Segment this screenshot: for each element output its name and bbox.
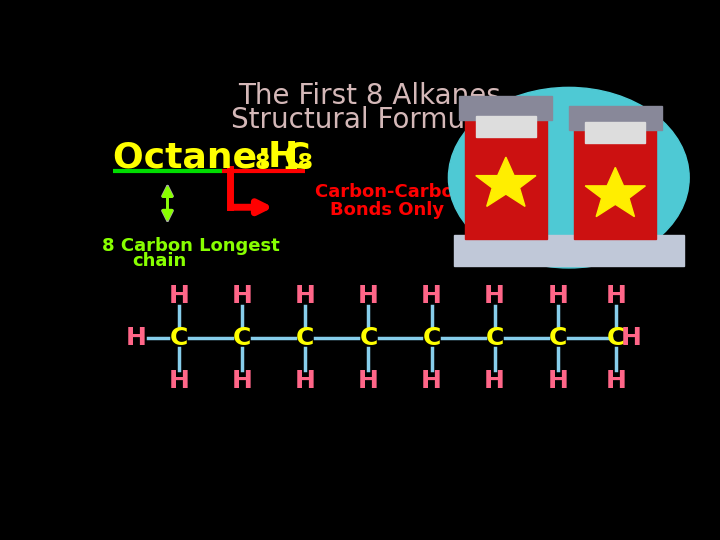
Polygon shape (476, 157, 536, 206)
Text: H: H (606, 284, 626, 308)
Text: H: H (168, 284, 189, 308)
Text: H: H (621, 326, 642, 350)
Text: H: H (547, 284, 568, 308)
Text: H: H (421, 284, 442, 308)
Text: H: H (232, 284, 253, 308)
Text: 18: 18 (283, 153, 314, 173)
Text: C: C (359, 326, 377, 350)
Text: H: H (421, 368, 442, 393)
Text: C: C (607, 326, 626, 350)
Text: C: C (485, 326, 504, 350)
Text: H: H (295, 368, 316, 393)
Circle shape (449, 87, 689, 268)
Text: Carbon-Carbon Single: Carbon-Carbon Single (315, 183, 536, 201)
Text: H: H (547, 368, 568, 393)
Text: H: H (295, 284, 316, 308)
Text: C: C (296, 326, 315, 350)
Text: H: H (485, 368, 505, 393)
Text: 8 Carbon Longest: 8 Carbon Longest (102, 237, 279, 255)
Text: C: C (233, 326, 251, 350)
Bar (459, 96, 552, 120)
Text: C: C (170, 326, 189, 350)
Text: H: H (358, 368, 379, 393)
Text: C: C (549, 326, 567, 350)
Text: Structural Formulae: Structural Formulae (231, 106, 507, 134)
Text: H: H (606, 368, 626, 393)
Text: The First 8 Alkanes: The First 8 Alkanes (238, 82, 500, 110)
Bar (585, 122, 645, 143)
Polygon shape (585, 167, 645, 217)
Text: 8: 8 (255, 153, 271, 173)
Bar (569, 106, 662, 131)
Text: H: H (358, 284, 379, 308)
Text: H: H (126, 326, 147, 350)
Text: C: C (423, 326, 441, 350)
Text: Bonds Only: Bonds Only (330, 200, 444, 219)
Bar (575, 126, 657, 239)
Text: H: H (168, 368, 189, 393)
Bar (454, 235, 684, 266)
Bar (476, 116, 536, 137)
Text: H: H (267, 140, 298, 174)
Text: Octane: C: Octane: C (113, 140, 311, 174)
Text: chain: chain (132, 252, 187, 270)
Bar (465, 116, 547, 239)
Text: H: H (232, 368, 253, 393)
Text: H: H (485, 284, 505, 308)
